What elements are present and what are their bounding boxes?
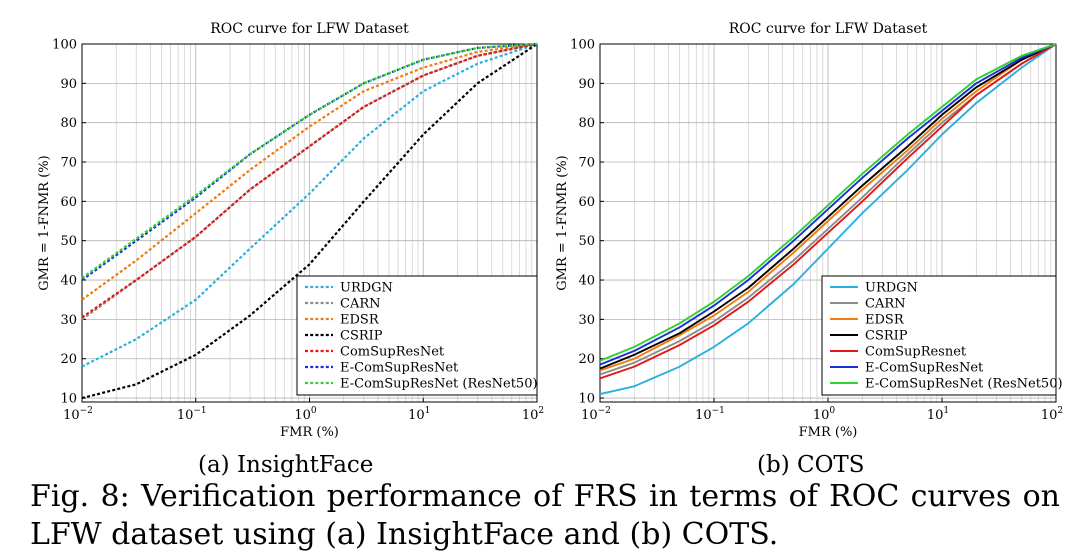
- series-line-e-comsupresnet: [599, 43, 1057, 366]
- y-tick-label: 100: [52, 38, 77, 53]
- x-tick-label: 100: [813, 406, 836, 423]
- x-tick-label: 100: [294, 406, 317, 423]
- x-tick-label: 101: [927, 406, 949, 423]
- legend-entry: E-ComSupResNet (ResNet50): [340, 377, 538, 392]
- legend-box: [821, 275, 1057, 396]
- legend-entry: URDGN: [865, 281, 918, 296]
- legend-entry: EDSR: [340, 313, 380, 328]
- roc-chart-insightface: ROC curve for LFW Dataset 10 20 30 40 50 60 70 8…: [37, 21, 544, 440]
- x-tick-label: 102: [522, 406, 544, 423]
- series-line-comsupresnet: [599, 43, 1057, 380]
- y-axis-label: GMR = 1-FNMR (%): [555, 155, 570, 290]
- x-tick-label: 10−1: [695, 406, 725, 423]
- roc-chart-cots: ROC curve for LFW Dataset 10 20 30 40 50 60 70 8…: [555, 21, 1063, 440]
- legend-entry: E-ComSupResNet: [865, 361, 984, 376]
- x-tick-label: 10−2: [581, 406, 611, 423]
- y-tick-label: 30: [578, 313, 595, 328]
- legend-box: [296, 275, 538, 396]
- legend-entry: CSRIP: [340, 329, 383, 344]
- y-tick-label: 10: [60, 392, 77, 407]
- series-line-urdgn: [599, 43, 1057, 396]
- legend-entry: URDGN: [340, 281, 393, 296]
- series-line-csrip: [81, 43, 538, 400]
- y-tick-label: 10: [578, 392, 595, 407]
- chart-title: ROC curve for LFW Dataset: [210, 21, 409, 37]
- legend-entry: CARN: [865, 297, 906, 312]
- legend-entry: EDSR: [865, 313, 905, 328]
- series-line-e-comsupresnet-resnet50: [81, 42, 538, 279]
- series-line-e-comsupresnet: [81, 42, 538, 281]
- legend-entry: E-ComSupResNet (ResNet50): [865, 377, 1063, 392]
- subcaption-a: (a) InsightFace: [198, 452, 374, 478]
- legend-entry: E-ComSupResNet: [340, 361, 459, 376]
- legend-entry: ComSupResNet: [340, 345, 445, 360]
- y-tick-label: 90: [60, 77, 77, 92]
- roc-figure: ROC curve for LFW Dataset 10 20 30 40 50 60 70 8…: [37, 21, 1063, 440]
- y-tick-label: 20: [60, 352, 77, 367]
- series-line-comsupresnet: [81, 42, 538, 319]
- legend-entry: CARN: [340, 297, 381, 312]
- y-axis-label: GMR = 1-FNMR (%): [37, 155, 52, 290]
- legend-entry: CSRIP: [865, 329, 908, 344]
- series-line-csrip: [599, 43, 1057, 370]
- y-tick-label: 60: [578, 195, 595, 210]
- y-tick-label: 80: [578, 116, 595, 131]
- legend-entry: ComSupResnet: [865, 345, 967, 360]
- y-tick-label: 50: [60, 234, 77, 249]
- legend: URDGNCARNEDSRCSRIPComSupResNetE-ComSupRe…: [296, 275, 538, 396]
- y-tick-label: 40: [60, 274, 77, 289]
- y-tick-label: 80: [60, 116, 77, 131]
- x-axis-label: FMR (%): [280, 425, 339, 440]
- y-tick-label: 70: [60, 156, 77, 171]
- y-tick-label: 70: [578, 156, 595, 171]
- x-tick-label: 10−2: [63, 406, 93, 423]
- y-tick-label: 40: [578, 274, 595, 289]
- x-tick-label: 102: [1041, 406, 1063, 423]
- legend: URDGNCARNEDSRCSRIPComSupResnetE-ComSupRe…: [821, 275, 1063, 396]
- x-axis-label: FMR (%): [799, 425, 858, 440]
- series-line-urdgn: [81, 42, 538, 368]
- y-tick-label: 100: [570, 38, 595, 53]
- y-tick-label: 60: [60, 195, 77, 210]
- y-tick-label: 30: [60, 313, 77, 328]
- figure-caption: Fig. 8: Verification performance of FRS …: [30, 479, 1060, 552]
- subcaption-b: (b) COTS: [757, 452, 865, 478]
- y-tick-label: 90: [578, 77, 595, 92]
- chart-title: ROC curve for LFW Dataset: [729, 21, 928, 37]
- x-tick-label: 101: [408, 406, 430, 423]
- y-tick-label: 50: [578, 234, 595, 249]
- grid-lines: [599, 43, 1056, 402]
- x-tick-label: 10−1: [177, 406, 207, 423]
- y-tick-label: 20: [578, 352, 595, 367]
- series-line-edsr: [599, 43, 1057, 372]
- series-line-e-comsupresnet-resnet50: [599, 43, 1057, 362]
